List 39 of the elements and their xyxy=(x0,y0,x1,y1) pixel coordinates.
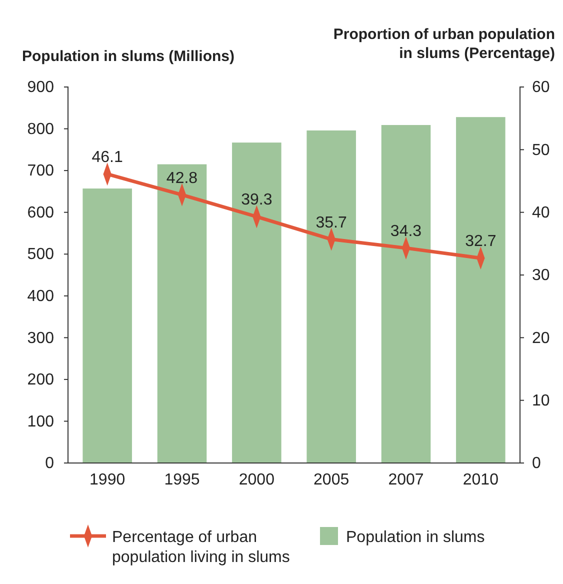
bar xyxy=(157,164,207,463)
x-tick-label: 1995 xyxy=(164,471,200,488)
y-tick-label: 200 xyxy=(27,372,54,389)
data-label: 35.7 xyxy=(316,214,348,232)
y-tick-label: 100 xyxy=(27,413,54,430)
bar xyxy=(82,188,132,463)
x-tick-label: 2007 xyxy=(388,471,424,488)
y-axis-title: Population in slums (Millions) xyxy=(22,48,234,65)
y2-tick-label: 0 xyxy=(532,455,541,472)
y-tick-label: 0 xyxy=(45,455,54,472)
y2-tick-label: 60 xyxy=(532,79,550,96)
bar xyxy=(456,117,506,463)
y-tick-label: 800 xyxy=(27,120,54,138)
legend-label: Percentage of urban population living in slums xyxy=(112,529,290,566)
y-tick-label: 900 xyxy=(27,79,54,96)
y-tick-label: 600 xyxy=(27,204,54,222)
legend-label: Population in slums xyxy=(346,529,485,546)
y2-tick-label: 30 xyxy=(532,267,550,284)
bar xyxy=(381,125,431,463)
x-tick-label: 1990 xyxy=(90,471,126,488)
y2-tick-label: 50 xyxy=(532,142,550,159)
y2-tick-label: 10 xyxy=(532,392,550,410)
y-tick-label: 400 xyxy=(27,288,54,306)
data-label: 46.1 xyxy=(92,149,124,166)
x-tick-label: 2010 xyxy=(462,471,499,488)
x-tick-label: 2005 xyxy=(314,471,350,488)
data-label: 42.8 xyxy=(166,170,198,187)
y-tick-label: 700 xyxy=(27,162,54,180)
bar xyxy=(306,130,356,463)
y2-axis-title: Proportion of urban population in slums (Percentage) xyxy=(333,26,555,62)
y-tick-label: 500 xyxy=(27,246,54,264)
y2-tick-label: 40 xyxy=(532,204,550,222)
bar xyxy=(232,142,282,463)
data-label: 32.7 xyxy=(465,233,496,250)
x-tick-label: 2000 xyxy=(238,471,275,488)
data-label: 39.3 xyxy=(241,192,272,209)
y2-tick-label: 20 xyxy=(532,330,550,347)
y-tick-label: 300 xyxy=(27,330,54,347)
data-label: 34.3 xyxy=(390,223,422,240)
